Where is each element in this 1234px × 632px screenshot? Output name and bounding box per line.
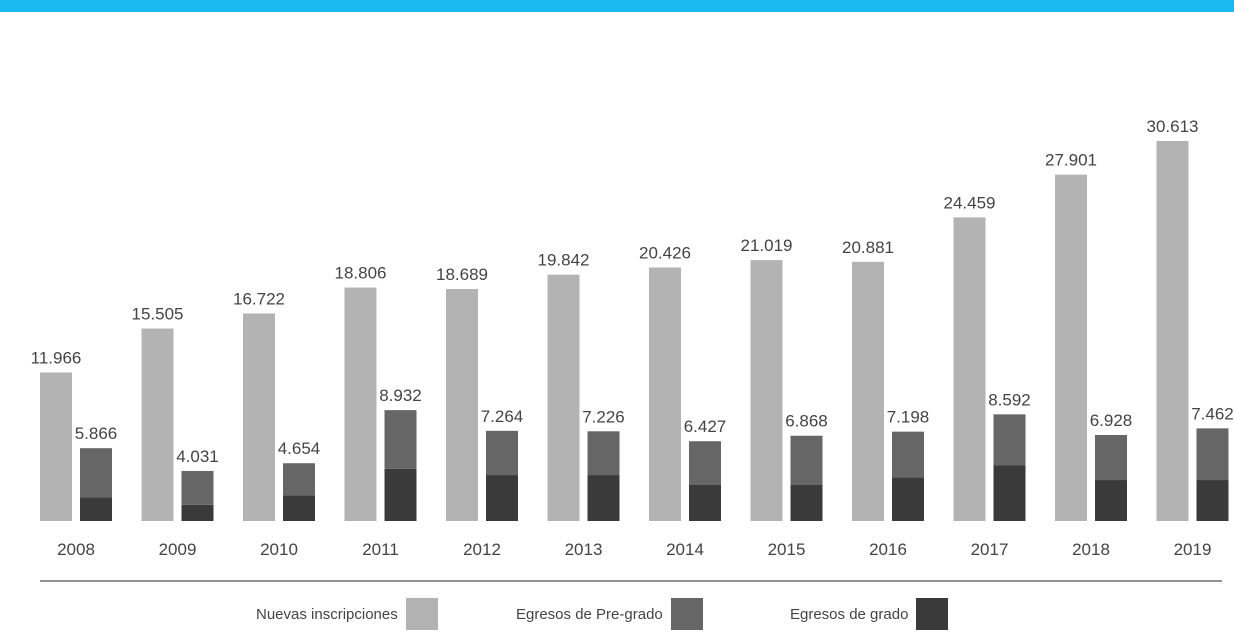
legend-label-egresos-pregrado: Egresos de Pre-grado: [516, 605, 663, 623]
bar-egresos-pregrado: [486, 430, 518, 476]
legend-swatch-nuevas-inscripciones: [405, 598, 438, 630]
data-label-egresos-total: 4.654: [278, 439, 321, 458]
x-tick-label: 2009: [159, 540, 197, 559]
x-tick-label: 2017: [971, 540, 1009, 559]
bar-egresos-pregrado: [689, 441, 721, 486]
bar-egresos-pregrado: [790, 435, 823, 486]
data-label-egresos-total: 7.226: [582, 407, 625, 426]
bar-egresos-grado: [892, 477, 924, 521]
data-label-nuevas-inscripciones: 15.505: [132, 305, 184, 324]
bar-egresos-grado: [181, 504, 214, 521]
x-tick-label: 2019: [1174, 540, 1212, 559]
bar-egresos-pregrado: [1095, 435, 1127, 481]
x-tick-label: 2011: [362, 540, 399, 559]
bar-nuevas-inscripciones: [344, 287, 377, 521]
bar-egresos-pregrado: [181, 470, 214, 505]
bar-chart: 11.966 5.866 2008 15.505 4.031 2009 16.722 4.65…: [31, 117, 1234, 582]
data-label-nuevas-inscripciones: 30.613: [1147, 117, 1199, 136]
legend-item-egresos-grado: Egresos de grado: [790, 597, 949, 631]
data-label-nuevas-inscripciones: 24.459: [944, 193, 996, 212]
bar-egresos-grado: [384, 468, 417, 521]
data-label-egresos-total: 8.932: [379, 386, 422, 405]
bar-egresos-grado: [587, 475, 620, 521]
bar-egresos-pregrado: [587, 431, 620, 476]
data-label-egresos-total: 6.427: [684, 417, 727, 436]
data-label-nuevas-inscripciones: 20.881: [842, 238, 894, 257]
legend-label-egresos-grado: Egresos de grado: [790, 605, 909, 623]
data-label-egresos-total: 4.031: [176, 447, 219, 466]
bar-nuevas-inscripciones: [446, 289, 478, 521]
bar-egresos-pregrado: [993, 414, 1026, 466]
bar-egresos-grado: [689, 485, 721, 521]
legend-swatch-egresos-grado: [916, 598, 949, 630]
legend-swatch-egresos-pregrado: [670, 598, 703, 630]
data-label-nuevas-inscripciones: 27.901: [1045, 151, 1097, 170]
bar-egresos-pregrado: [1196, 428, 1229, 481]
data-label-egresos-total: 5.866: [75, 424, 118, 443]
data-label-nuevas-inscripciones: 21.019: [741, 236, 793, 255]
x-tick-label: 2014: [666, 540, 704, 559]
bar-egresos-grado: [80, 497, 112, 521]
x-tick-label: 2018: [1072, 540, 1110, 559]
x-tick-label: 2016: [869, 540, 907, 559]
data-label-nuevas-inscripciones: 20.426: [639, 243, 691, 262]
legend-label-nuevas-inscripciones: Nuevas inscripciones: [256, 605, 398, 623]
legend: Nuevas inscripciones Egresos de Pre-grad…: [0, 597, 1234, 631]
legend-item-nuevas-inscripciones: Nuevas inscripciones: [256, 597, 438, 631]
x-tick-label: 2013: [565, 540, 603, 559]
bar-nuevas-inscripciones: [40, 372, 72, 521]
bar-egresos-grado: [283, 495, 315, 521]
bar-nuevas-inscripciones: [1055, 174, 1087, 521]
bar-egresos-grado: [790, 485, 823, 521]
x-tick-label: 2015: [768, 540, 806, 559]
bar-nuevas-inscripciones: [649, 267, 681, 521]
bar-egresos-grado: [993, 465, 1026, 521]
data-label-egresos-total: 6.868: [785, 412, 828, 431]
bar-egresos-pregrado: [384, 410, 417, 469]
data-label-nuevas-inscripciones: 19.842: [538, 251, 590, 270]
bar-nuevas-inscripciones: [547, 274, 580, 521]
x-tick-label: 2012: [463, 540, 501, 559]
bar-nuevas-inscripciones: [141, 328, 174, 521]
bar-egresos-grado: [1196, 480, 1229, 521]
data-label-egresos-total: 8.592: [988, 390, 1031, 409]
legend-item-egresos-pregrado: Egresos de Pre-grado: [516, 597, 703, 631]
bar-egresos-pregrado: [892, 431, 924, 478]
bar-nuevas-inscripciones: [243, 313, 275, 521]
data-label-nuevas-inscripciones: 18.806: [335, 264, 387, 283]
data-label-egresos-total: 7.264: [481, 407, 524, 426]
bar-nuevas-inscripciones: [1156, 141, 1189, 521]
x-tick-label: 2008: [57, 540, 95, 559]
bar-egresos-grado: [1095, 480, 1127, 521]
bar-nuevas-inscripciones: [953, 217, 986, 521]
x-tick-label: 2010: [260, 540, 298, 559]
data-label-nuevas-inscripciones: 18.689: [436, 265, 488, 284]
data-label-egresos-total: 6.928: [1090, 411, 1133, 430]
data-label-egresos-total: 7.462: [1191, 404, 1234, 423]
data-label-nuevas-inscripciones: 11.966: [31, 348, 82, 367]
bar-nuevas-inscripciones: [750, 260, 783, 521]
bar-egresos-pregrado: [80, 448, 112, 498]
bar-nuevas-inscripciones: [852, 261, 884, 521]
bar-egresos-pregrado: [283, 463, 315, 496]
top-accent-band: [0, 0, 1234, 12]
bar-egresos-grado: [486, 475, 518, 521]
data-label-egresos-total: 7.198: [887, 408, 930, 427]
data-label-nuevas-inscripciones: 16.722: [233, 289, 285, 308]
